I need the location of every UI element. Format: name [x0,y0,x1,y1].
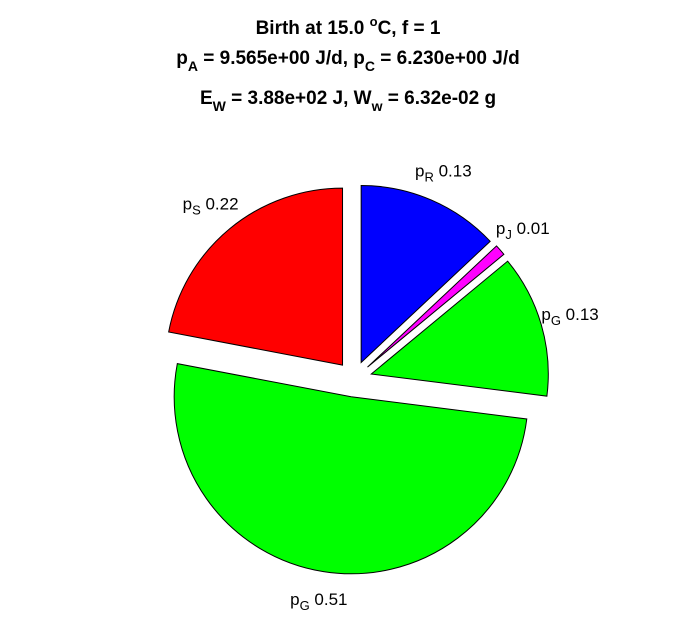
title-line-3: EW = 3.88e+02 J, Ww = 6.32e-02 g [200,88,496,114]
pie-slice [360,184,491,364]
slice-label: pS 0.22 [183,195,239,218]
slice-label: pG 0.13 [541,306,598,329]
chart-title: Birth at 15.0 oC, f = 1 pA = 9.565e+00 J… [176,14,519,114]
title-line-1: Birth at 15.0 oC, f = 1 [256,14,441,39]
pie-slices [168,184,549,575]
title-line-2: pA = 9.565e+00 J/d, pC = 6.230e+00 J/d [176,48,519,74]
pie-slice [168,187,344,366]
pie-slice [370,260,549,397]
slice-label: pJ 0.01 [496,220,550,243]
slice-label: pR 0.13 [415,162,472,185]
pie-slice [173,363,528,575]
slice-label: pG 0.51 [290,591,347,614]
slice-labels: pR 0.13 pJ 0.01 pG 0.13 pG 0.51 pS 0.22 [183,162,599,614]
pie-slice [367,245,505,368]
